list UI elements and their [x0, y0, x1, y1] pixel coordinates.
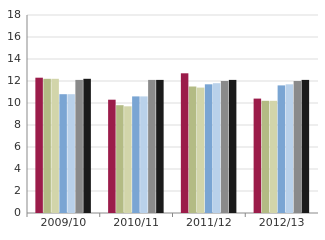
bar: [75, 79, 83, 214]
y-tick-label: 16: [7, 30, 21, 43]
y-tick-label: 0: [14, 206, 21, 219]
bar: [277, 85, 286, 213]
bar: [124, 106, 132, 213]
bar: [108, 99, 116, 213]
bar: [43, 78, 51, 213]
bar: [220, 81, 229, 213]
y-tick-label: 8: [14, 118, 21, 131]
bar: [140, 96, 148, 213]
bar: [67, 94, 75, 213]
bar: [51, 78, 59, 213]
bar: [285, 84, 294, 213]
y-tick-label: 4: [14, 162, 21, 175]
x-tick-label: 2010/11: [113, 216, 159, 229]
bar: [204, 84, 213, 213]
bar: [148, 79, 156, 214]
y-tick-label: 18: [7, 8, 21, 21]
bar: [293, 81, 302, 213]
bar: [269, 100, 278, 213]
bar: [35, 77, 43, 213]
y-tick-label: 10: [7, 96, 21, 109]
x-tick-label: 2012/13: [259, 216, 305, 229]
bar: [212, 83, 221, 213]
bar: [196, 87, 205, 213]
bar: [261, 100, 270, 213]
bar: [180, 73, 189, 213]
bar: [188, 86, 197, 213]
bar: [83, 78, 91, 213]
bar: [59, 94, 67, 213]
y-tick-label: 2: [14, 184, 21, 197]
y-tick-label: 12: [7, 74, 21, 87]
bar: [301, 79, 310, 214]
y-tick-label: 14: [7, 52, 21, 65]
bar: [253, 98, 262, 213]
y-tick-label: 6: [14, 140, 21, 153]
bar: [228, 79, 237, 214]
bar: [116, 105, 124, 213]
bar: [156, 79, 164, 214]
x-tick-label: 2011/12: [186, 216, 232, 229]
x-tick-label: 2009/10: [41, 216, 87, 229]
bar: [132, 96, 140, 213]
